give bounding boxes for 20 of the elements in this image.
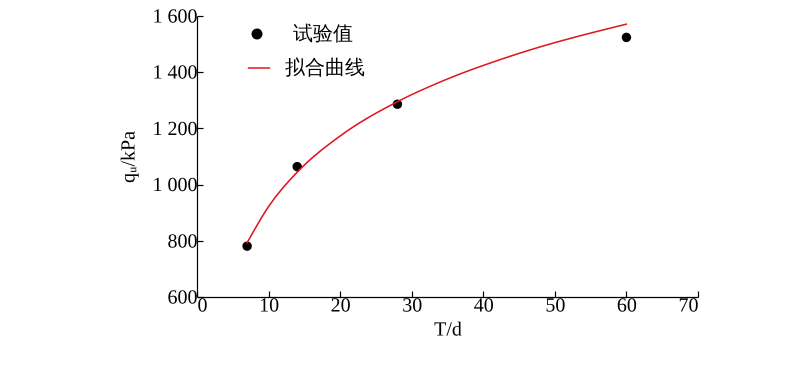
x-axis-title: T/d: [434, 318, 462, 340]
y-tick-label: 800: [168, 230, 198, 252]
x-tick-label: 10: [259, 294, 280, 316]
y-tick-label: 1 600: [152, 6, 198, 28]
x-tick-label: 70: [678, 294, 698, 316]
y-tick-label: 1 200: [152, 118, 198, 140]
y-axis-title: qᵤ/kPa: [118, 130, 140, 184]
x-tick-label: 0: [198, 294, 208, 316]
x-tick-label: 60: [616, 294, 637, 316]
point: [242, 241, 252, 251]
y-tick-label: 1 400: [152, 62, 198, 84]
y-tick-label: 1 000: [152, 174, 198, 196]
legend-label: 试验值: [293, 23, 353, 45]
x-tick-label: 50: [545, 294, 566, 316]
point: [622, 32, 632, 42]
y-tick-label: 600: [168, 286, 198, 308]
x-tick-label: 20: [330, 294, 351, 316]
x-tick-label: 30: [402, 294, 422, 316]
legend-label: 拟合曲线: [285, 57, 365, 79]
x-tick-label: 40: [474, 294, 494, 316]
